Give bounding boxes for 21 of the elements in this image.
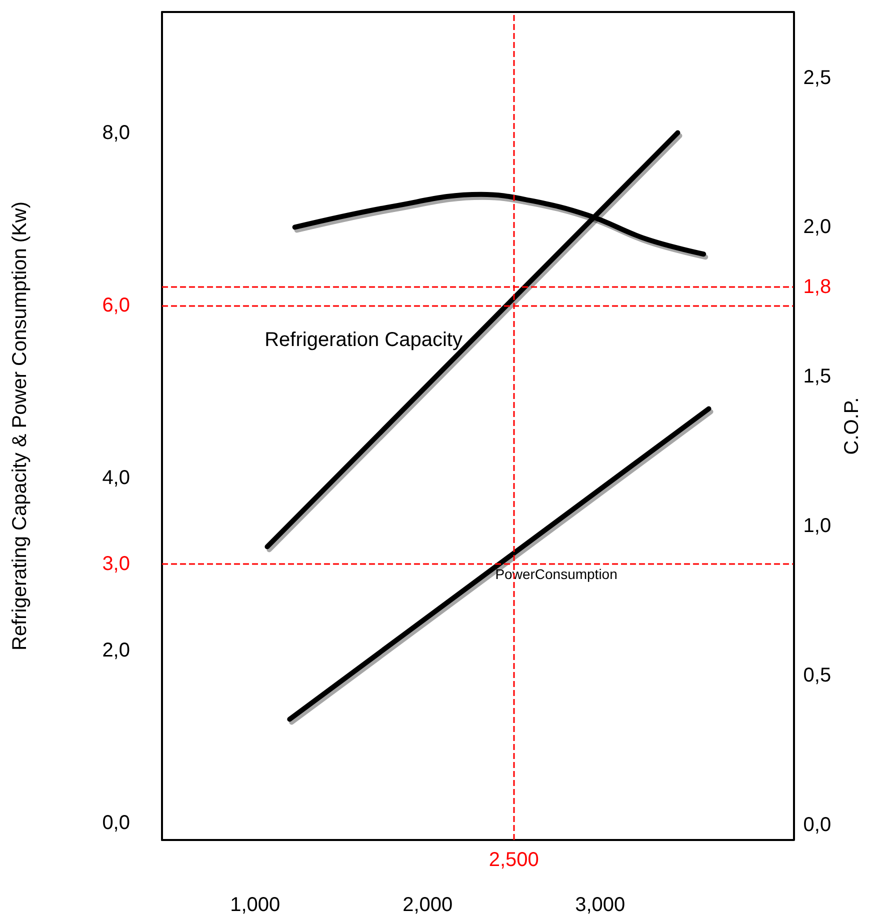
ref-line-label: 6,0 [102,294,130,316]
x-tick-label: 3,000 [575,894,626,916]
y-tick-label: 4,0 [102,466,130,489]
x-tick-label: 2,000 [402,894,453,916]
x-tick-label: 1,000 [230,894,280,916]
y2-tick-label: 1,5 [803,366,832,388]
ref-line-label: 1,8 [803,276,832,298]
y-tick-label: 8,0 [102,122,130,144]
y2-tick-label: 2,0 [803,216,832,238]
y2-tick-label: 2,5 [803,66,832,89]
series-label: PowerConsumption [495,566,618,582]
y2-tick-label: 0,5 [803,664,832,687]
series-label: Refrigeration Capacity [264,328,462,351]
y-tick-label: 2,0 [102,639,130,662]
y-axis-title: Refrigerating Capacity & Power Consumption (Kw) [9,201,31,651]
ref-line-label: 3,0 [102,553,130,575]
ref-line-label: 2,500 [488,849,539,871]
y2-tick-label: 1,0 [803,515,832,538]
y2-axis-title: C.O.P. [841,397,863,455]
y-tick-label: 0,0 [102,812,130,834]
y2-tick-label: 0,0 [803,814,832,836]
